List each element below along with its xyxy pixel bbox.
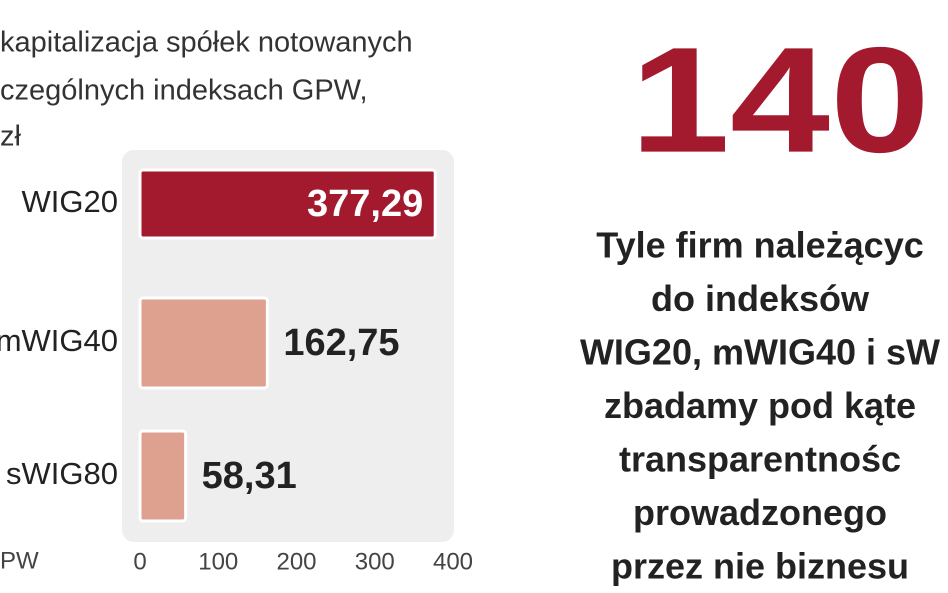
note-line: transparentnośc (619, 439, 901, 480)
x-tick-label: 400 (433, 548, 473, 575)
x-tick-label: 100 (198, 548, 238, 575)
note-line: Tyle firm należącyc (596, 225, 924, 266)
x-tick-label: 0 (133, 548, 146, 575)
title-line: zł (0, 121, 22, 153)
note-line: do indeksów (651, 278, 870, 319)
source: PW (0, 547, 39, 574)
note-line: WIG20, mWIG40 i sW (580, 332, 940, 373)
plot-panel (122, 150, 454, 542)
value-label: 377,29 (307, 183, 423, 225)
note-line: przez nie biznesu (611, 546, 909, 587)
x-tick-label: 300 (355, 548, 395, 575)
bar (138, 296, 269, 390)
x-tick-label: 200 (276, 548, 316, 575)
value-label: 58,31 (202, 455, 297, 497)
category-label: WIG20 (22, 184, 118, 219)
title-line: czególnych indeksach GPW, (0, 75, 368, 107)
value-label: 162,75 (283, 322, 399, 364)
side-note: Tyle firm należącyc do indeksów WIG20, mWI… (580, 225, 940, 587)
note-line: zbadamy pod kąte (604, 385, 916, 426)
category-label: mWIG40 (0, 323, 118, 358)
category-label: sWIG80 (6, 456, 118, 491)
bar (138, 168, 437, 240)
note-line: prowadzonego (633, 492, 887, 533)
bar (138, 429, 188, 523)
title-line: kapitalizacja spółek notowanych (0, 27, 413, 59)
big-number: 140 (630, 16, 930, 184)
